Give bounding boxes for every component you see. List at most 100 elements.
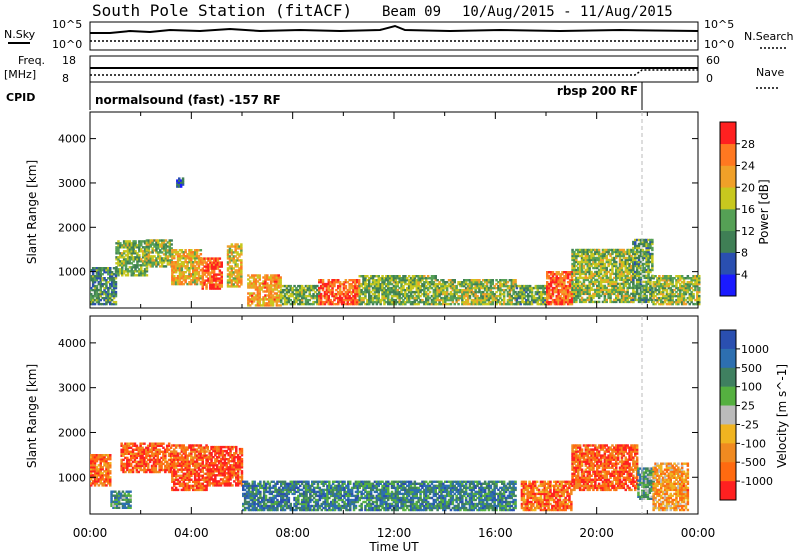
data-cell xyxy=(515,302,519,306)
data-cell xyxy=(99,460,102,463)
data-cell xyxy=(616,248,620,252)
data-cell xyxy=(157,257,160,260)
data-cell xyxy=(628,286,631,290)
data-cell xyxy=(122,464,125,468)
data-cell xyxy=(109,302,112,306)
data-cell xyxy=(192,263,195,266)
data-cell xyxy=(112,294,116,298)
data-cell xyxy=(124,244,128,247)
data-cell xyxy=(641,248,645,252)
data-cell xyxy=(110,271,114,274)
data-cell xyxy=(649,238,652,242)
data-cell xyxy=(337,290,340,294)
data-cell xyxy=(360,290,363,294)
data-cell xyxy=(114,277,118,280)
data-cell xyxy=(171,466,174,469)
data-cell xyxy=(573,284,576,288)
data-cell xyxy=(449,284,453,288)
data-cell xyxy=(173,472,176,475)
data-cell xyxy=(337,284,340,288)
data-cell xyxy=(577,292,580,296)
data-cell xyxy=(455,286,458,290)
data-cell xyxy=(675,302,678,306)
data-cell xyxy=(114,294,118,298)
data-cell xyxy=(656,298,659,302)
data-cell xyxy=(268,296,271,299)
data-cell xyxy=(551,271,555,274)
data-cell xyxy=(622,252,626,256)
data-cell xyxy=(287,288,291,292)
freq-left-tick-top: 18 xyxy=(62,54,76,67)
data-cell xyxy=(369,282,373,286)
data-cell xyxy=(90,474,93,477)
data-cell xyxy=(394,292,398,296)
data-cell xyxy=(166,255,170,258)
data-cell xyxy=(112,296,116,300)
data-cell xyxy=(254,286,258,289)
data-cell xyxy=(584,250,588,254)
data-cell xyxy=(565,284,568,288)
data-cell xyxy=(622,290,626,294)
data-cell xyxy=(521,288,524,292)
data-cell xyxy=(654,298,657,302)
data-cell xyxy=(128,446,131,449)
data-cell xyxy=(125,506,128,509)
data-cell xyxy=(218,283,222,286)
data-cell xyxy=(205,267,208,270)
data-cell xyxy=(624,294,627,298)
data-cell xyxy=(432,282,436,286)
data-cell xyxy=(690,292,693,296)
data-cell xyxy=(180,251,184,254)
data-cell xyxy=(696,282,699,286)
data-cell xyxy=(180,478,184,481)
data-cell xyxy=(250,294,254,297)
data-cell xyxy=(348,284,351,288)
data-cell xyxy=(141,448,144,451)
data-cell xyxy=(566,286,570,290)
data-cell xyxy=(228,277,232,280)
data-cell xyxy=(95,476,99,479)
data-cell xyxy=(671,288,674,292)
data-cell xyxy=(442,292,445,296)
data-cell xyxy=(110,281,114,284)
data-cell xyxy=(580,256,584,260)
figure-title: South Pole Station (fitACF) xyxy=(92,1,352,20)
data-cell xyxy=(178,181,181,184)
data-cell xyxy=(214,285,218,288)
data-cell xyxy=(304,296,308,300)
data-cell xyxy=(299,300,302,304)
data-cell xyxy=(573,254,576,258)
data-cell xyxy=(654,286,657,290)
data-cell xyxy=(570,292,574,296)
data-cell xyxy=(411,294,415,298)
data-cell xyxy=(91,288,95,292)
data-cell xyxy=(480,296,483,300)
data-cell xyxy=(615,270,618,274)
data-cell xyxy=(218,287,222,290)
data-cell xyxy=(615,248,618,252)
data-cell xyxy=(406,288,409,292)
data-cell xyxy=(417,281,420,284)
data-cell xyxy=(154,468,158,472)
data-cell xyxy=(325,282,329,286)
data-cell xyxy=(93,281,97,284)
data-cell xyxy=(466,282,470,286)
data-cell xyxy=(300,300,304,304)
data-cell xyxy=(125,494,128,497)
data-cell xyxy=(568,284,572,288)
data-cell xyxy=(508,302,512,306)
data-cell xyxy=(203,283,206,286)
data-cell xyxy=(126,448,129,451)
data-cell xyxy=(442,286,445,290)
data-cell xyxy=(428,281,432,284)
data-cell xyxy=(407,294,411,298)
data-cell xyxy=(611,284,614,288)
data-cell xyxy=(90,464,93,467)
y-tick-label: 3000 xyxy=(58,177,86,190)
data-cell xyxy=(571,256,574,260)
data-cell xyxy=(143,468,146,472)
data-cell xyxy=(124,266,128,269)
data-cell xyxy=(117,244,120,247)
data-cell xyxy=(186,446,189,449)
data-cell xyxy=(607,264,610,268)
